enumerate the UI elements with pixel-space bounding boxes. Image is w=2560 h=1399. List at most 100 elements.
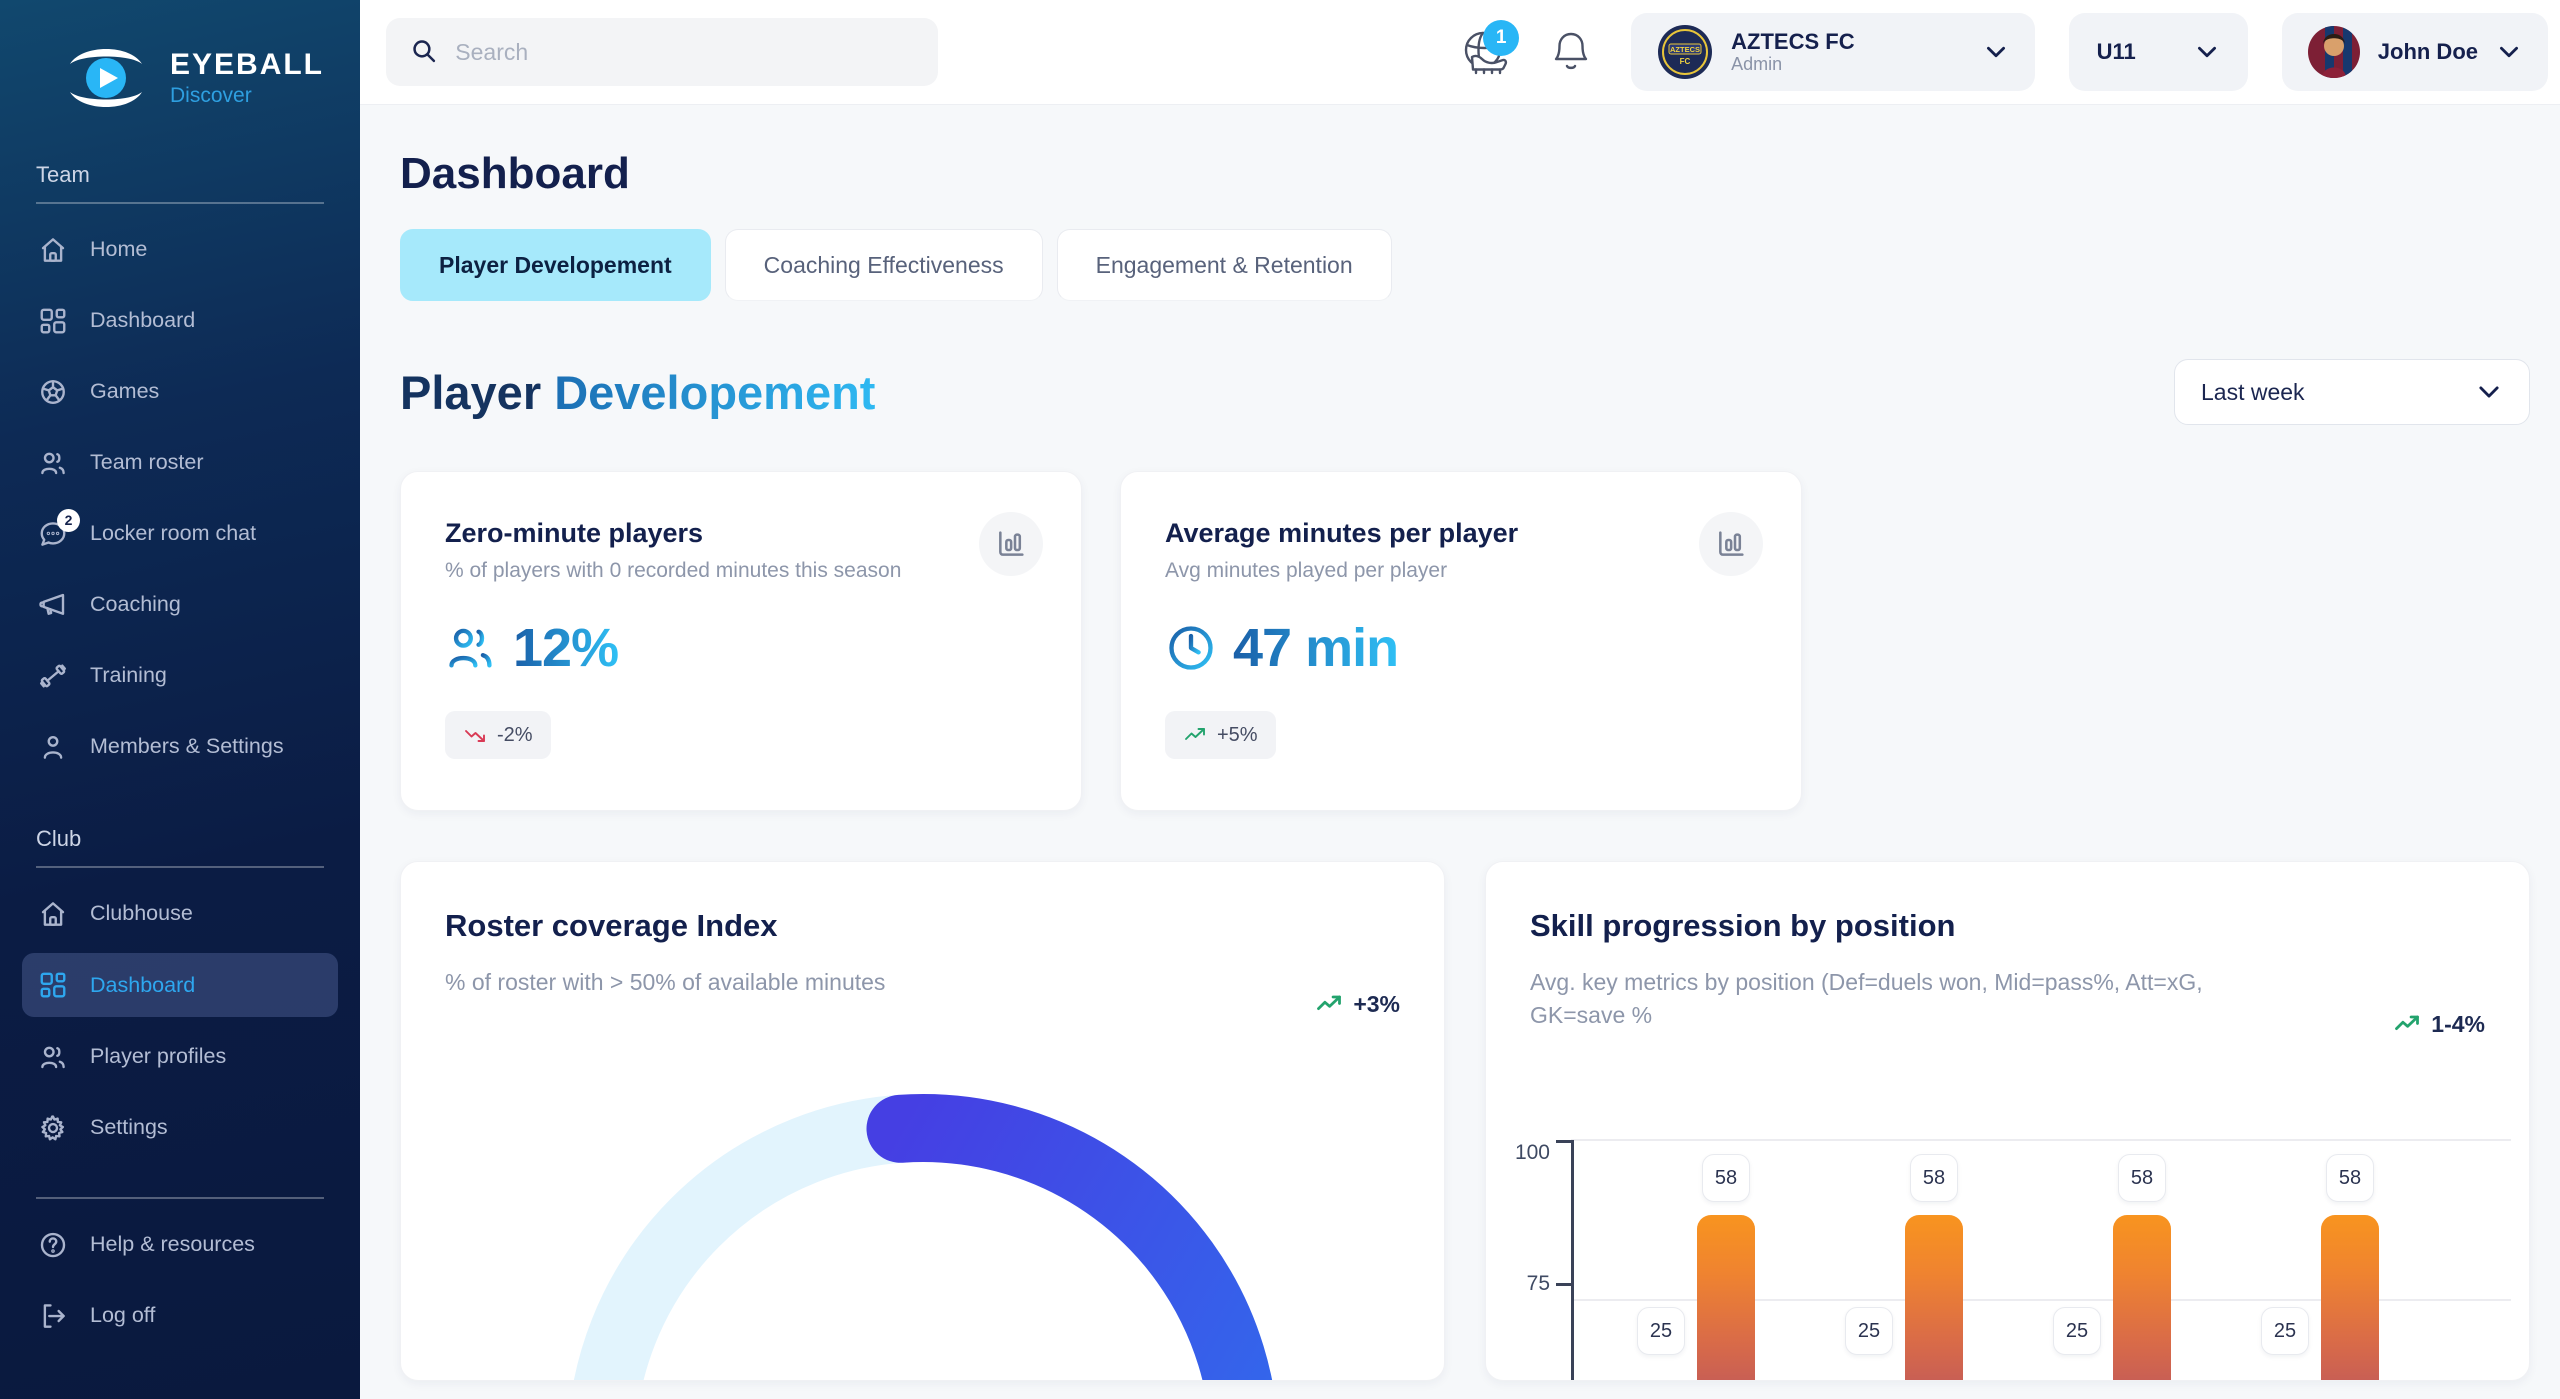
trend-down-icon bbox=[463, 723, 487, 747]
sidebar-item-label: Player profiles bbox=[90, 1044, 227, 1068]
sidebar-item-label: Team roster bbox=[90, 450, 204, 474]
club-selector[interactable]: AZTECS FC AZTECS FC Admin bbox=[1631, 13, 2035, 91]
bar-value-badge: 58 bbox=[1702, 1154, 1750, 1202]
bar-def[interactable] bbox=[1697, 1215, 1755, 1380]
user-menu[interactable]: John Doe bbox=[2281, 13, 2548, 91]
roster-trend: +3% bbox=[1315, 990, 1400, 1018]
search-box[interactable] bbox=[386, 18, 938, 86]
bar-value-badge: 58 bbox=[2326, 1154, 2374, 1202]
users-icon bbox=[38, 448, 68, 478]
period-select[interactable]: Last week bbox=[2174, 359, 2530, 425]
notifications-bell-icon[interactable] bbox=[1545, 24, 1597, 80]
tab-coaching-effectiveness[interactable]: Coaching Effectiveness bbox=[724, 229, 1043, 301]
chevron-down-icon bbox=[2475, 378, 2503, 406]
bar-secondary-badge: 25 bbox=[1637, 1307, 1685, 1355]
trend-up-icon bbox=[1183, 723, 1207, 747]
club-role: Admin bbox=[1731, 54, 1783, 75]
sidebar-item-help-resources[interactable]: Help & resources bbox=[0, 1209, 360, 1280]
sidebar-item-label: Log off bbox=[90, 1303, 156, 1327]
sidebar-item-games[interactable]: Games bbox=[0, 356, 360, 427]
bar-chart-icon[interactable] bbox=[1699, 512, 1763, 576]
y-axis bbox=[1571, 1140, 1574, 1380]
sidebar-item-dashboard[interactable]: Dashboard bbox=[0, 285, 360, 356]
dumbbell-icon bbox=[38, 661, 68, 691]
section-title: Player Developement bbox=[400, 365, 875, 420]
bar-secondary-badge: 25 bbox=[1845, 1307, 1893, 1355]
logout-icon bbox=[38, 1301, 68, 1331]
sidebar-item-dashboard[interactable]: Dashboard bbox=[22, 953, 338, 1017]
sidebar-item-clubhouse[interactable]: Clubhouse bbox=[0, 878, 360, 949]
roster-card-subtitle: % of roster with > 50% of available minu… bbox=[445, 969, 886, 995]
team-selector[interactable]: U11 bbox=[2068, 13, 2248, 91]
team-selector-value: U11 bbox=[2096, 39, 2136, 64]
bar-att[interactable] bbox=[2113, 1215, 2171, 1380]
roster-change: +3% bbox=[1353, 990, 1400, 1017]
bar-secondary-badge: 25 bbox=[2053, 1307, 2101, 1355]
roster-coverage-card: Roster coverage Index % of roster with >… bbox=[400, 861, 1445, 1381]
sidebar-item-coaching[interactable]: Coaching bbox=[0, 569, 360, 640]
bar-secondary-badge: 25 bbox=[2261, 1307, 2309, 1355]
sidebar: EYEBALL Discover Team Home Dashboard Games T… bbox=[0, 0, 360, 1399]
search-input[interactable] bbox=[455, 38, 914, 66]
user-name: John Doe bbox=[2377, 39, 2478, 64]
y-tick-label: 75 bbox=[1526, 1272, 1550, 1295]
sidebar-item-home[interactable]: Home bbox=[0, 214, 360, 285]
unread-count-badge: 2 bbox=[57, 508, 80, 532]
change-value: +5% bbox=[1217, 723, 1258, 746]
sidebar-item-members-settings[interactable]: Members & Settings bbox=[0, 711, 360, 782]
metric-title: Average minutes per player bbox=[1165, 518, 1519, 548]
metric-value: 12% bbox=[513, 618, 619, 678]
bar-gk[interactable] bbox=[2321, 1215, 2379, 1380]
period-select-value: Last week bbox=[2201, 378, 2305, 405]
svg-text:FC: FC bbox=[1680, 57, 1691, 66]
tab-engagement-retention[interactable]: Engagement & Retention bbox=[1056, 229, 1392, 301]
eyeball-logo-icon bbox=[60, 38, 152, 118]
sidebar-item-training[interactable]: Training bbox=[0, 640, 360, 711]
sidebar-divider bbox=[36, 202, 324, 204]
metric-cards-row: Zero-minute players % of players with 0 r… bbox=[390, 471, 2540, 811]
people-icon bbox=[445, 622, 497, 674]
change-badge: -2% bbox=[445, 711, 551, 759]
sidebar-item-team-roster[interactable]: Team roster bbox=[0, 427, 360, 498]
skill-card-title: Skill progression by position bbox=[1530, 908, 1956, 943]
help-icon bbox=[38, 1230, 68, 1260]
section-title-accent: Developement bbox=[554, 365, 876, 419]
bar-value-badge: 58 bbox=[1910, 1154, 1958, 1202]
change-badge: +5% bbox=[1165, 711, 1276, 759]
boot-room-icon[interactable]: 1 bbox=[1459, 20, 1520, 80]
app-tagline: Discover bbox=[170, 84, 252, 107]
tab-player-developement[interactable]: Player Developement bbox=[400, 229, 711, 301]
logo: EYEBALL Discover bbox=[0, 38, 360, 118]
metric-value: 47 min bbox=[1233, 618, 1399, 678]
sidebar-item-locker-room-chat[interactable]: 2 Locker room chat bbox=[0, 498, 360, 569]
section-title-primary: Player bbox=[400, 365, 542, 419]
sidebar-item-log-off[interactable]: Log off bbox=[0, 1280, 360, 1351]
bar-chart-icon[interactable] bbox=[979, 512, 1043, 576]
content: Dashboard Player Developement Coaching Ef… bbox=[360, 105, 2560, 1399]
chevron-down-icon bbox=[1983, 39, 2009, 65]
roster-card-title: Roster coverage Index bbox=[445, 908, 778, 943]
home-icon bbox=[38, 235, 68, 265]
y-tick-75 bbox=[1556, 1283, 1572, 1286]
metric-card-zero-minute-players: Zero-minute players % of players with 0 r… bbox=[400, 471, 1082, 811]
ball-icon bbox=[38, 377, 68, 407]
metric-card-average-minutes-per-player: Average minutes per player Avg minutes pl… bbox=[1120, 471, 1802, 811]
sidebar-item-label: Training bbox=[90, 663, 167, 687]
sidebar-item-label: Dashboard bbox=[90, 308, 196, 332]
skill-progression-card: Skill progression by position Avg. key m… bbox=[1485, 861, 2530, 1381]
sidebar-item-player-profiles[interactable]: Player profiles bbox=[0, 1021, 360, 1092]
change-value: -2% bbox=[497, 723, 533, 746]
metric-title: Zero-minute players bbox=[445, 518, 704, 548]
search-icon bbox=[410, 37, 437, 67]
trend-up-icon bbox=[2393, 1010, 2421, 1038]
sidebar-nav: Team Home Dashboard Games Team roster 2 Locker… bbox=[0, 162, 360, 1351]
sidebar-section-label-club: Club bbox=[36, 826, 82, 851]
sidebar-item-label: Home bbox=[90, 237, 148, 261]
tab-bar: Player Developement Coaching Effectivenes… bbox=[400, 229, 2540, 301]
sidebar-item-settings[interactable]: Settings bbox=[0, 1092, 360, 1163]
bar-mid[interactable] bbox=[1905, 1215, 1963, 1380]
sidebar-item-label: Games bbox=[90, 379, 160, 403]
sidebar-item-label: Clubhouse bbox=[90, 901, 193, 925]
sidebar-divider bbox=[36, 866, 324, 868]
